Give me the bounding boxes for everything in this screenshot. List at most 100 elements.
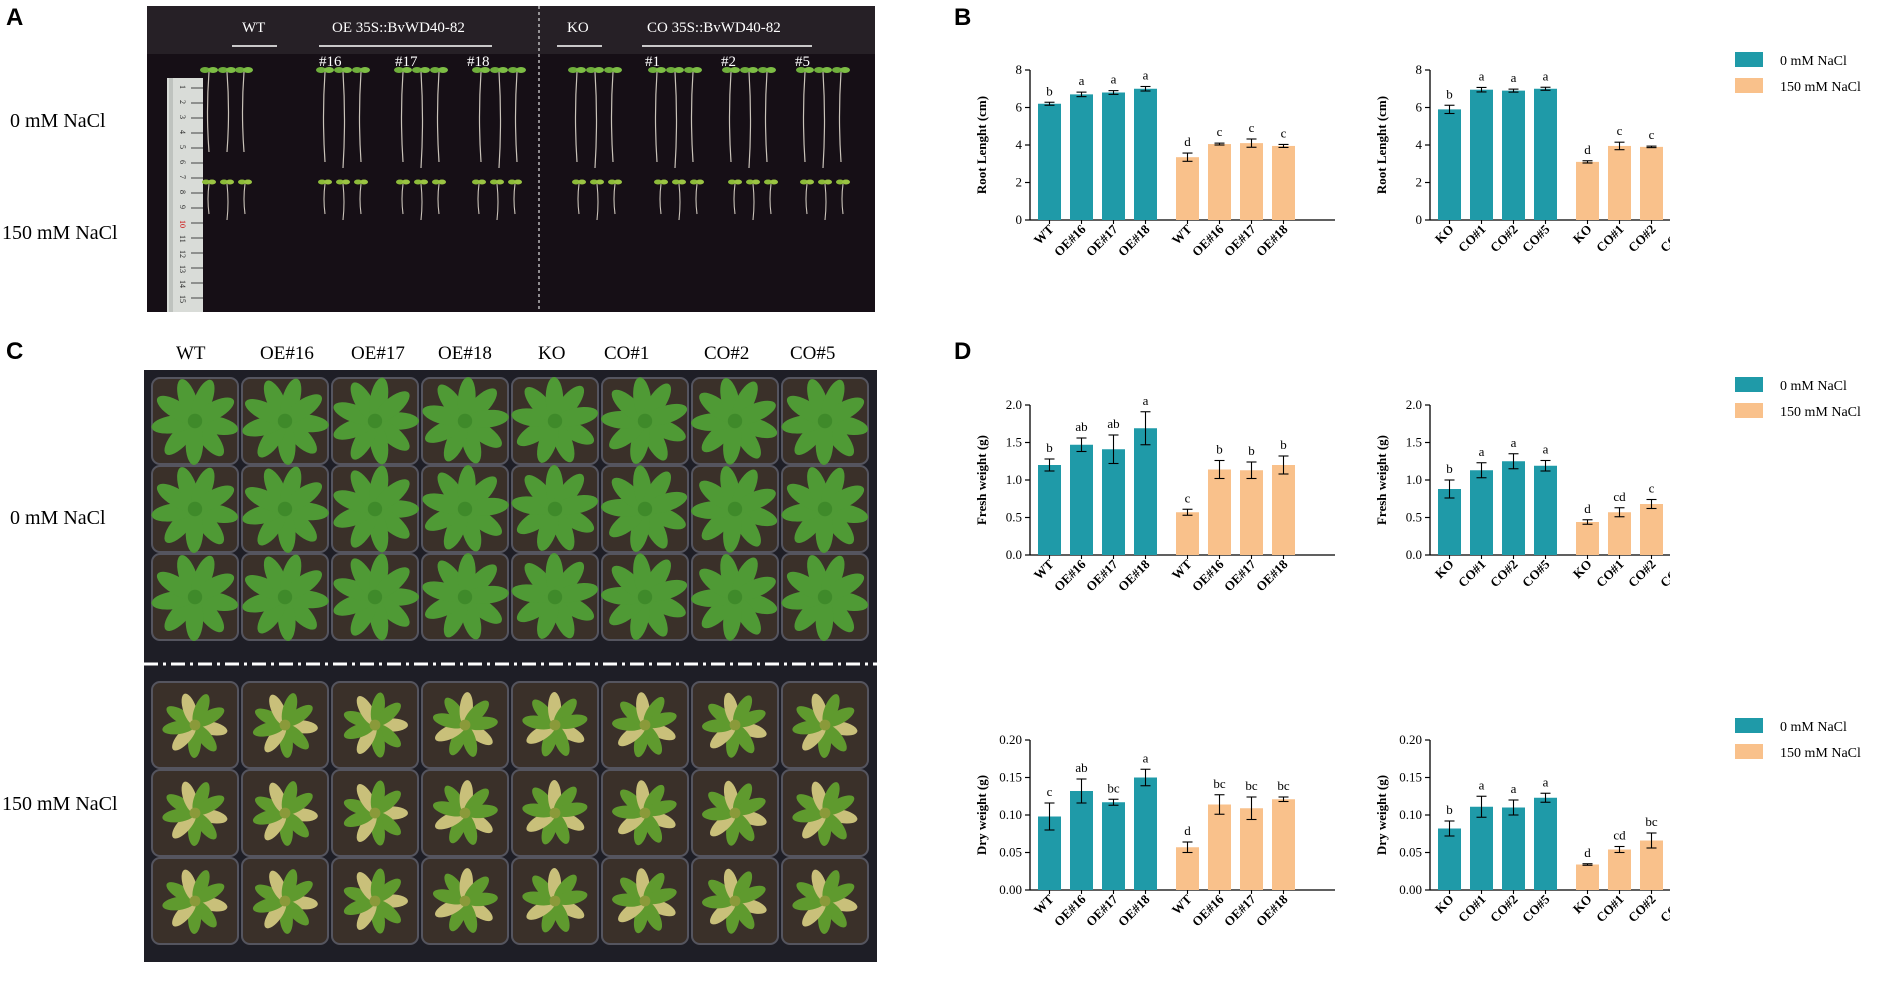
significance-letter: b bbox=[1216, 442, 1223, 457]
cotyledon bbox=[498, 67, 508, 73]
cotyledon bbox=[438, 67, 448, 73]
chart-root-length-co: 0 2 4 6 8 Root Lenght (cm) b KO a CO#1 a CO#2 a CO#5 d… bbox=[1374, 62, 1670, 255]
leaf bbox=[191, 379, 215, 422]
leaf bbox=[644, 403, 688, 426]
y-tick-label: 1.5 bbox=[1406, 435, 1422, 450]
significance-letter: a bbox=[1143, 68, 1149, 83]
significance-letter: b bbox=[1446, 802, 1453, 817]
leaf bbox=[350, 508, 378, 548]
bar-salt bbox=[1608, 849, 1631, 890]
leaf bbox=[244, 399, 286, 424]
x-tick-label: WT bbox=[1169, 221, 1195, 247]
cotyledon bbox=[740, 67, 750, 73]
leaf bbox=[191, 467, 215, 510]
label-co5: #5 bbox=[795, 54, 810, 70]
leaf bbox=[284, 482, 323, 511]
leaf bbox=[554, 890, 588, 905]
bar-control bbox=[1502, 90, 1525, 220]
leaf bbox=[464, 409, 509, 428]
y-axis-title: Fresh weight (g) bbox=[1374, 435, 1389, 525]
x-tick-label: CO#5 bbox=[1519, 221, 1553, 255]
cotyledon bbox=[590, 179, 598, 185]
root bbox=[748, 71, 752, 169]
cotyledon bbox=[243, 67, 253, 73]
bar-control bbox=[1534, 465, 1557, 555]
cotyledon bbox=[226, 67, 236, 73]
leaf bbox=[541, 900, 558, 933]
leaf bbox=[244, 575, 286, 600]
cotyledon bbox=[514, 179, 522, 185]
bar-control bbox=[1102, 449, 1125, 555]
y-tick-label: 0.15 bbox=[999, 770, 1022, 785]
root bbox=[243, 183, 246, 215]
significance-letter: b bbox=[1446, 86, 1453, 101]
rosette-center bbox=[369, 807, 381, 819]
y-tick-label: 0.20 bbox=[1399, 732, 1422, 747]
root bbox=[359, 183, 362, 215]
x-tick-label: OE#16 bbox=[1051, 221, 1089, 259]
leaf bbox=[374, 811, 401, 836]
leaf bbox=[734, 709, 766, 728]
panel-label-a: A bbox=[6, 4, 24, 31]
x-tick-label: CO#5 bbox=[1519, 556, 1553, 590]
cotyledon bbox=[822, 67, 832, 73]
cotyledon bbox=[666, 67, 676, 73]
legend-swatch-control bbox=[1735, 377, 1763, 392]
x-tick-label: OE#17 bbox=[1221, 221, 1259, 259]
leaf bbox=[192, 694, 210, 726]
cotyledon bbox=[604, 67, 614, 73]
col-label-oe17: OE#17 bbox=[351, 343, 405, 364]
bar-salt bbox=[1176, 847, 1199, 890]
leaf bbox=[164, 420, 197, 455]
ruler-number: 9 bbox=[178, 205, 187, 209]
col-label-wt: WT bbox=[176, 343, 206, 364]
x-tick-label: OE#17 bbox=[1083, 221, 1121, 259]
cotyledon bbox=[472, 67, 482, 73]
leaf bbox=[734, 488, 776, 513]
rosette-photo bbox=[144, 370, 877, 962]
leaf bbox=[284, 394, 323, 423]
rosette-center bbox=[279, 895, 291, 907]
significance-letter: c bbox=[1649, 481, 1655, 496]
bar-control bbox=[1534, 797, 1557, 890]
y-tick-label: 0.05 bbox=[1399, 845, 1422, 860]
cotyledon bbox=[402, 67, 412, 73]
y-axis-title: Fresh weight (g) bbox=[974, 435, 989, 525]
root bbox=[496, 183, 499, 221]
y-tick-label: 8 bbox=[1416, 62, 1423, 77]
x-tick-label: CO#5 bbox=[1657, 221, 1670, 255]
leaf bbox=[284, 704, 313, 727]
x-tick-label: WT bbox=[1031, 556, 1057, 582]
leaf bbox=[824, 397, 865, 424]
leaf bbox=[374, 391, 410, 423]
rosette-center bbox=[819, 895, 831, 907]
cotyledon bbox=[472, 179, 480, 185]
y-tick-label: 6 bbox=[1016, 100, 1023, 115]
cotyledon bbox=[764, 179, 772, 185]
leaf bbox=[343, 710, 376, 728]
leaf bbox=[824, 573, 865, 600]
cotyledon bbox=[394, 67, 404, 73]
cotyledon bbox=[244, 179, 252, 185]
x-tick-label: OE#17 bbox=[1221, 891, 1259, 929]
rosette-center bbox=[819, 719, 831, 731]
leaf bbox=[734, 885, 766, 904]
significance-letter: ab bbox=[1075, 760, 1087, 775]
leaf bbox=[254, 884, 286, 904]
leaf bbox=[821, 467, 845, 510]
rosette-center bbox=[277, 413, 293, 429]
leaf bbox=[333, 490, 376, 513]
bar-control bbox=[1134, 88, 1157, 220]
significance-letter: a bbox=[1511, 781, 1517, 796]
y-tick-label: 2.0 bbox=[1006, 397, 1022, 412]
cotyledon bbox=[420, 67, 430, 73]
significance-letter: d bbox=[1584, 501, 1591, 516]
significance-letter: c bbox=[1185, 490, 1191, 505]
y-tick-label: 0.00 bbox=[1399, 882, 1422, 897]
y-tick-label: 6 bbox=[1416, 100, 1423, 115]
significance-letter: bc bbox=[1107, 780, 1120, 795]
cotyledon bbox=[758, 67, 768, 73]
root bbox=[478, 71, 482, 163]
leaf bbox=[554, 407, 599, 427]
leaf bbox=[732, 557, 758, 598]
